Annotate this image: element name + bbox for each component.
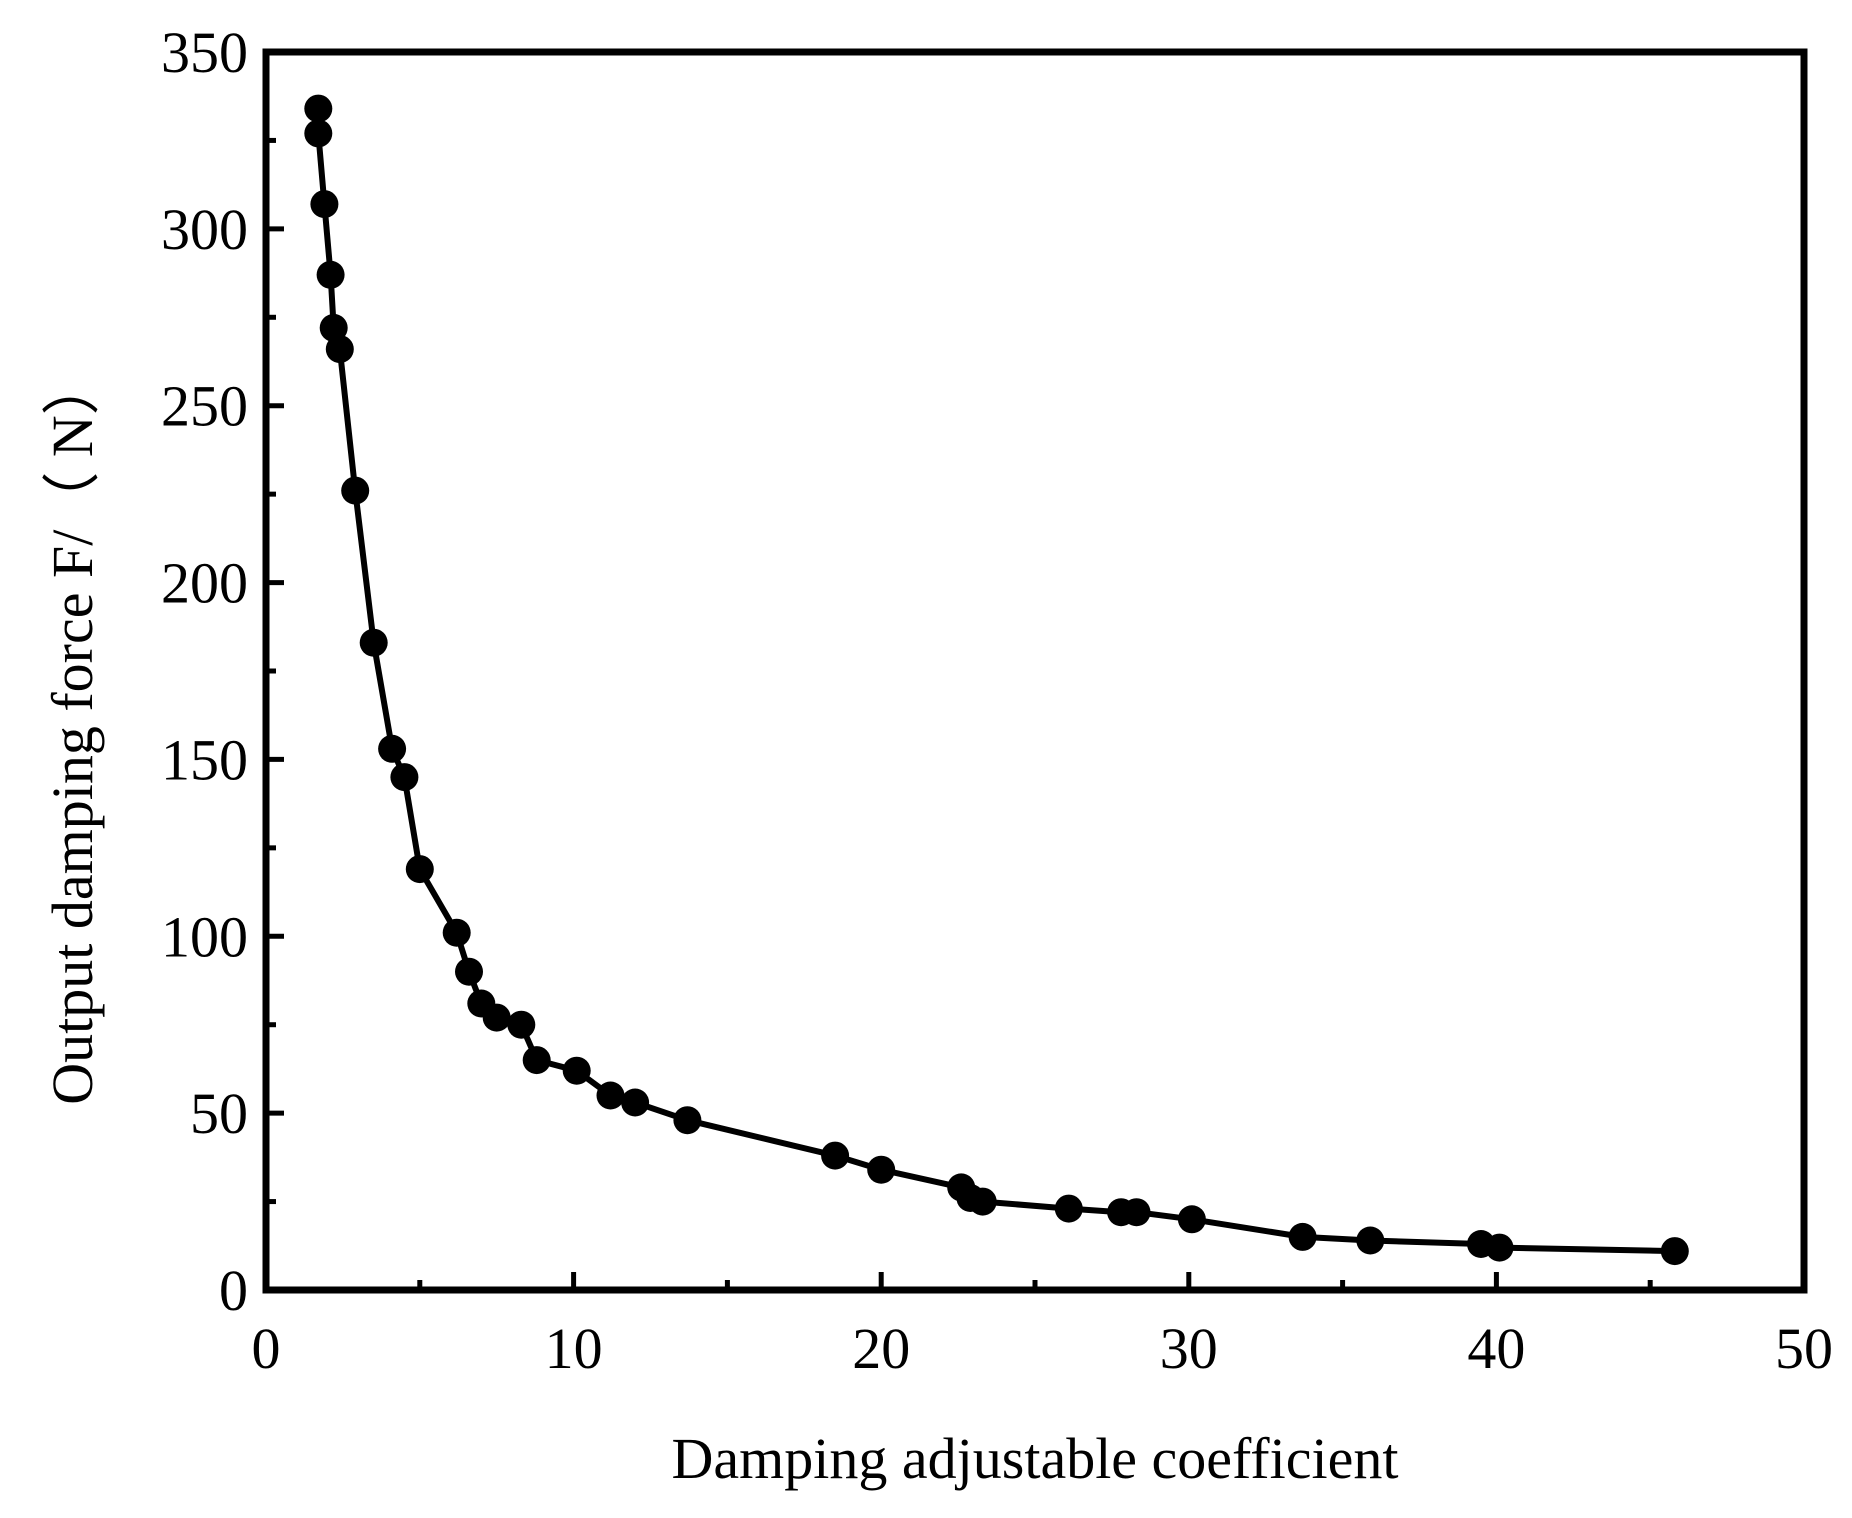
y-tick-label: 50 (190, 1081, 248, 1146)
data-point (325, 335, 354, 364)
data-point (304, 119, 333, 148)
data-point (316, 260, 345, 289)
data-point (522, 1046, 551, 1075)
data-point (507, 1010, 536, 1039)
data-point (1288, 1222, 1317, 1251)
y-tick-label: 150 (161, 727, 248, 792)
data-point (405, 855, 434, 884)
data-point (562, 1056, 591, 1085)
data-point (390, 763, 419, 792)
data-point (359, 628, 388, 657)
data-point (455, 957, 483, 986)
data-point (1660, 1237, 1689, 1266)
data-point (1122, 1198, 1151, 1227)
data-point (482, 1003, 511, 1032)
data-point (1177, 1205, 1206, 1234)
data-point (621, 1088, 650, 1117)
y-tick-label: 250 (161, 374, 248, 439)
plot-frame (262, 48, 1808, 1294)
y-axis-label: Output damping force F/（ N） (40, 357, 105, 1104)
data-point (319, 313, 348, 342)
axis-ticks (266, 137, 1653, 1290)
x-axis-label: Damping adjustable coefficient (672, 1426, 1399, 1491)
data-point (1356, 1226, 1385, 1255)
data-point (304, 94, 333, 123)
data-point (310, 190, 339, 219)
x-tick-label: 20 (852, 1316, 910, 1381)
data-point (341, 476, 370, 505)
x-tick-label: 0 (252, 1316, 281, 1381)
data-point (1054, 1194, 1083, 1223)
y-tick-label: 200 (161, 551, 248, 616)
data-point (378, 734, 407, 763)
y-tick-label: 100 (161, 904, 248, 969)
data-series (304, 94, 1689, 1266)
data-point (867, 1155, 896, 1184)
x-tick-label: 10 (545, 1316, 603, 1381)
tick-labels: 0 10 20 30 40 50 0 50 100 150 200 250 300 350 (161, 20, 1833, 1381)
data-point (442, 918, 471, 947)
data-point (821, 1141, 850, 1170)
x-tick-label: 40 (1467, 1316, 1525, 1381)
data-point (673, 1106, 702, 1135)
data-point (596, 1081, 625, 1110)
data-point (968, 1187, 997, 1216)
series-line (315, 108, 1675, 1255)
y-tick-label: 0 (219, 1258, 248, 1323)
y-tick-label: 350 (161, 20, 248, 85)
data-point (1485, 1233, 1514, 1262)
x-tick-label: 50 (1775, 1316, 1833, 1381)
x-tick-label: 30 (1160, 1316, 1218, 1381)
y-tick-label: 300 (161, 197, 248, 262)
